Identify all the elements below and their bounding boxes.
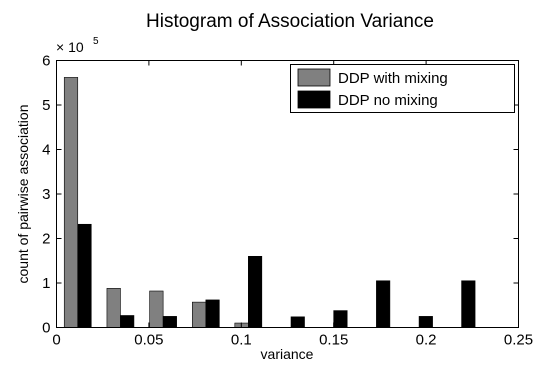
x-tick-label-0: 0: [52, 332, 60, 349]
bar-no-mixing-7: [376, 280, 391, 328]
bar-no-mixing-9: [461, 280, 476, 328]
y-tick-label-3: 3: [42, 186, 50, 203]
x-axis-ticks: 0 0.05 0.1 0.15 0.2 0.25: [52, 60, 533, 349]
bar-no-mixing-2: [162, 316, 177, 328]
bar-no-mixing-5: [290, 316, 305, 328]
x-tick-label-4: 0.2: [416, 332, 437, 349]
y-axis-ticks: 0 1 2 3 4 5 6: [42, 53, 519, 337]
bar-no-mixing-1: [120, 315, 135, 328]
chart-title: Histogram of Association Variance: [146, 11, 434, 32]
bar-no-mixing-6: [333, 310, 348, 328]
legend: DDP with mixing DDP no mixing: [290, 64, 515, 113]
bar-no-mixing-4: [248, 255, 263, 328]
y-tick-label-4: 4: [42, 142, 50, 159]
bar-with-mixing-0: [63, 77, 79, 328]
legend-label-no-mixing: DDP no mixing: [338, 92, 438, 109]
y-multiplier-base: × 10: [56, 39, 84, 55]
x-tick-label-2: 0.1: [231, 332, 252, 349]
bar-no-mixing-3: [205, 299, 220, 328]
y-multiplier-exponent: 5: [93, 36, 99, 47]
legend-swatch-with-mixing: [297, 68, 331, 87]
bar-with-mixing-1: [106, 288, 121, 328]
y-tick-label-5: 5: [42, 97, 50, 114]
bar-no-mixing-0: [77, 223, 92, 328]
x-tick-label-5: 0.25: [504, 332, 533, 349]
x-axis-label: variance: [261, 346, 314, 362]
bar-with-mixing-3: [192, 301, 207, 328]
y-tick-label-0: 0: [42, 320, 50, 337]
y-axis-label: count of pairwise association: [15, 105, 31, 284]
y-axis-multiplier: × 10 5: [56, 36, 99, 55]
y-tick-label-1: 1: [42, 275, 50, 292]
legend-swatch-no-mixing: [297, 90, 331, 109]
x-tick-label-1: 0.05: [134, 332, 163, 349]
y-tick-label-2: 2: [42, 231, 50, 248]
x-tick-label-3: 0.15: [319, 332, 348, 349]
y-tick-label-6: 6: [42, 53, 50, 70]
legend-label-with-mixing: DDP with mixing: [338, 70, 448, 87]
bars-group: [63, 77, 476, 328]
bar-with-mixing-2: [149, 290, 164, 328]
